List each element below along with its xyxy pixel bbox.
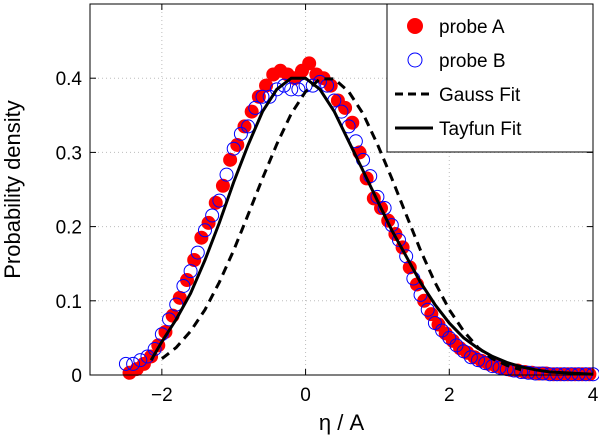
data-point (133, 353, 148, 368)
data-point (521, 365, 536, 380)
data-point (237, 119, 252, 134)
data-point (215, 178, 230, 193)
x-axis-label: η / A (319, 410, 365, 435)
legend-label: probe A (439, 17, 505, 38)
series-line (160, 77, 522, 372)
data-point (262, 89, 277, 104)
x-tick-label: 2 (444, 385, 455, 406)
data-point (233, 126, 248, 141)
y-tick-label: 0.1 (56, 292, 82, 313)
legend-item: Tayfun Fit (395, 119, 522, 140)
x-tick-label: 4 (588, 385, 599, 406)
data-point (391, 232, 406, 247)
data-point (187, 252, 202, 267)
data-point (284, 82, 299, 97)
series-line (149, 76, 594, 376)
series-gauss-fit (160, 77, 522, 372)
data-point (277, 78, 292, 93)
data-point (169, 297, 184, 312)
data-point (230, 137, 245, 152)
data-point (456, 344, 471, 359)
series-tayfun-fit (149, 76, 594, 376)
data-point (219, 167, 234, 182)
data-point (194, 230, 209, 245)
data-point (259, 78, 274, 93)
data-point (420, 302, 435, 317)
data-point (197, 223, 212, 238)
legend-item: Gauss Fit (395, 85, 521, 106)
data-point (255, 89, 270, 104)
axes-box (89, 3, 594, 376)
y-tick-label: 0.4 (56, 69, 83, 90)
data-point (248, 100, 263, 115)
legend-marker (407, 52, 423, 68)
legend-marker (407, 18, 423, 34)
data-point (118, 356, 133, 371)
data-point (345, 115, 360, 130)
y-tick-label: 0 (71, 366, 82, 387)
y-axis-label: Probability density (0, 100, 25, 279)
data-point (251, 89, 266, 104)
data-point (435, 323, 450, 338)
x-tick-label: 0 (300, 385, 311, 406)
data-point (471, 353, 486, 368)
data-point (424, 307, 439, 322)
data-point (449, 338, 464, 353)
data-point (172, 290, 187, 305)
data-point (126, 356, 141, 371)
data-point (176, 278, 191, 293)
data-point (535, 366, 550, 381)
data-point (244, 104, 259, 119)
legend-label: Tayfun Fit (439, 119, 522, 140)
data-point (463, 350, 478, 365)
data-point (305, 78, 320, 93)
legend-item: probe B (407, 51, 506, 72)
data-point (201, 215, 216, 230)
data-point (427, 316, 442, 331)
y-tick-label: 0.3 (56, 143, 82, 164)
legend-label: Gauss Fit (439, 85, 521, 106)
data-point (291, 82, 306, 97)
data-point (492, 360, 507, 375)
data-point (338, 100, 353, 115)
y-tick-label: 0.2 (56, 218, 82, 239)
x-tick-label: −2 (151, 385, 173, 406)
data-point (528, 366, 543, 381)
data-point (226, 141, 241, 156)
legend: probe A probe B Gauss Fit Tayfun Fit (386, 3, 594, 153)
data-point (323, 78, 338, 93)
data-point (208, 195, 223, 210)
data-point (269, 82, 284, 97)
data-point (183, 264, 198, 279)
legend-label: probe B (439, 51, 506, 72)
data-point (223, 152, 238, 167)
data-point (302, 56, 317, 71)
data-point (478, 356, 493, 371)
data-point (442, 330, 457, 345)
data-point (399, 249, 414, 264)
data-point (190, 245, 205, 260)
legend-item: probe A (407, 17, 505, 38)
plot-area (118, 56, 599, 382)
data-point (542, 367, 557, 382)
data-point (205, 208, 220, 223)
